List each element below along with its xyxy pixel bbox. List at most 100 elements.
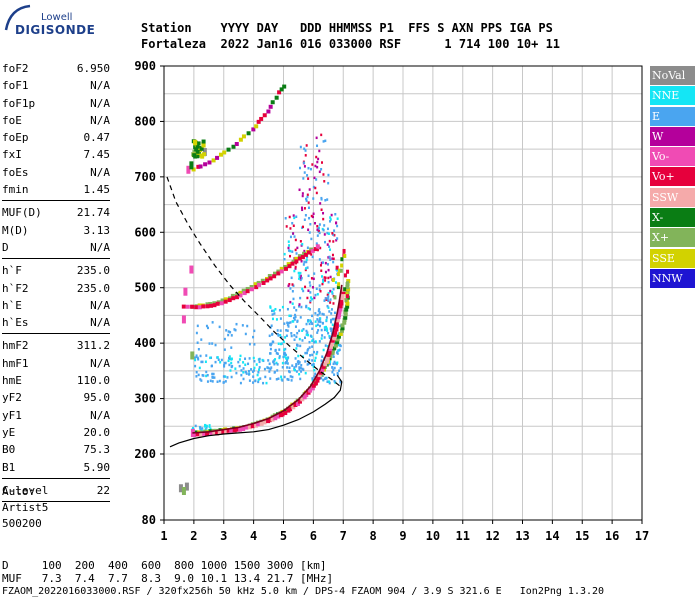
echo-point bbox=[195, 154, 200, 159]
legend-item: X- bbox=[650, 208, 695, 228]
echo-point bbox=[273, 362, 276, 366]
echo-point bbox=[311, 359, 314, 362]
echo-point bbox=[344, 298, 348, 303]
y-tick-label: 80 bbox=[142, 513, 156, 527]
echo-point bbox=[257, 378, 260, 381]
echo-point bbox=[299, 274, 302, 278]
echo-point bbox=[298, 303, 301, 306]
echo-point bbox=[258, 360, 261, 364]
param-name: h`F2 bbox=[2, 281, 29, 295]
echo-point bbox=[301, 367, 304, 371]
echo-point bbox=[196, 141, 201, 146]
echo-point bbox=[286, 329, 289, 332]
echo-point bbox=[323, 326, 326, 329]
echo-point bbox=[340, 263, 344, 268]
echo-point bbox=[318, 308, 321, 311]
echo-point bbox=[298, 277, 301, 280]
echo-point bbox=[205, 426, 208, 429]
echo-point bbox=[301, 192, 304, 195]
echo-point bbox=[314, 164, 317, 168]
scaled-parameters-panel: foF2 6.950 foF1 N/A foF1p N/A foE N/A foEp 0.47 fx… bbox=[2, 60, 110, 505]
echo-point bbox=[345, 294, 349, 299]
echo-point bbox=[333, 295, 337, 300]
echo-point bbox=[279, 317, 282, 320]
echo-point bbox=[334, 362, 337, 365]
echo-point bbox=[313, 375, 316, 378]
y-tick-label: 400 bbox=[134, 336, 156, 350]
echo-point bbox=[205, 324, 208, 328]
legend-item: NNW bbox=[650, 268, 695, 288]
echo-point bbox=[346, 279, 351, 284]
echo-point bbox=[318, 312, 321, 315]
echo-point bbox=[316, 331, 319, 334]
echo-point bbox=[335, 239, 338, 242]
echo-point bbox=[293, 338, 296, 341]
echo-point bbox=[335, 318, 340, 323]
echo-point bbox=[300, 397, 305, 402]
echo-point bbox=[322, 278, 325, 282]
echo-point bbox=[229, 369, 232, 372]
echo-point bbox=[242, 291, 247, 296]
echo-point bbox=[248, 379, 251, 382]
echo-point bbox=[298, 274, 301, 277]
echo-point bbox=[296, 401, 301, 406]
echo-point bbox=[340, 326, 345, 331]
echo-point bbox=[279, 342, 282, 346]
echo-point bbox=[295, 215, 298, 219]
echo-point bbox=[282, 355, 285, 359]
echo-point bbox=[339, 328, 344, 333]
echo-point bbox=[288, 215, 291, 219]
echo-point bbox=[248, 357, 251, 360]
echo-point bbox=[335, 221, 338, 225]
echo-point bbox=[320, 161, 323, 164]
o-trace-fit-line bbox=[192, 284, 343, 434]
echo-point bbox=[313, 341, 316, 344]
echo-point bbox=[194, 358, 197, 362]
echo-point bbox=[322, 228, 325, 232]
echo-point bbox=[235, 322, 238, 326]
echo-point bbox=[306, 246, 309, 250]
echo-point bbox=[212, 372, 215, 376]
echo-point bbox=[320, 261, 323, 265]
echo-point bbox=[186, 165, 191, 174]
echo-point bbox=[291, 375, 294, 379]
echo-point bbox=[306, 193, 309, 197]
echo-point bbox=[321, 282, 324, 286]
legend-item: SSW bbox=[650, 187, 695, 207]
echo-point bbox=[245, 286, 250, 291]
echo-point bbox=[279, 87, 284, 92]
echo-point bbox=[342, 248, 346, 253]
echo-point bbox=[299, 240, 302, 243]
echo-point bbox=[218, 379, 221, 383]
echo-point bbox=[241, 427, 246, 432]
param-group: h`F 235.0 h`F2 235.0 h`E N/A h`Es N/A bbox=[2, 262, 110, 335]
echo-point bbox=[311, 363, 314, 367]
echo-point bbox=[270, 342, 273, 346]
echo-point bbox=[322, 348, 325, 352]
echo-point bbox=[283, 348, 286, 351]
echo-point bbox=[242, 371, 245, 374]
echo-point bbox=[299, 296, 302, 300]
echo-point bbox=[205, 424, 208, 428]
y-tick-label: 800 bbox=[134, 114, 156, 128]
echo-point bbox=[310, 277, 313, 280]
echo-point bbox=[299, 145, 302, 149]
echo-point bbox=[322, 211, 325, 215]
echo-point bbox=[271, 317, 274, 321]
echo-point bbox=[311, 327, 314, 331]
echo-point bbox=[315, 378, 320, 383]
echo-point bbox=[247, 425, 252, 430]
echo-point bbox=[339, 301, 344, 306]
echo-point bbox=[283, 258, 286, 261]
echo-point bbox=[276, 369, 279, 372]
echo-point bbox=[196, 356, 199, 360]
echo-point bbox=[227, 330, 230, 333]
x-tick-label: 8 bbox=[370, 529, 377, 543]
echo-point bbox=[230, 334, 233, 337]
echo-point bbox=[219, 301, 224, 306]
param-value: 110.0 bbox=[76, 374, 110, 388]
echo-point bbox=[278, 348, 281, 351]
echo-point bbox=[339, 366, 342, 370]
echo-point bbox=[332, 346, 337, 351]
echo-point bbox=[309, 319, 312, 322]
